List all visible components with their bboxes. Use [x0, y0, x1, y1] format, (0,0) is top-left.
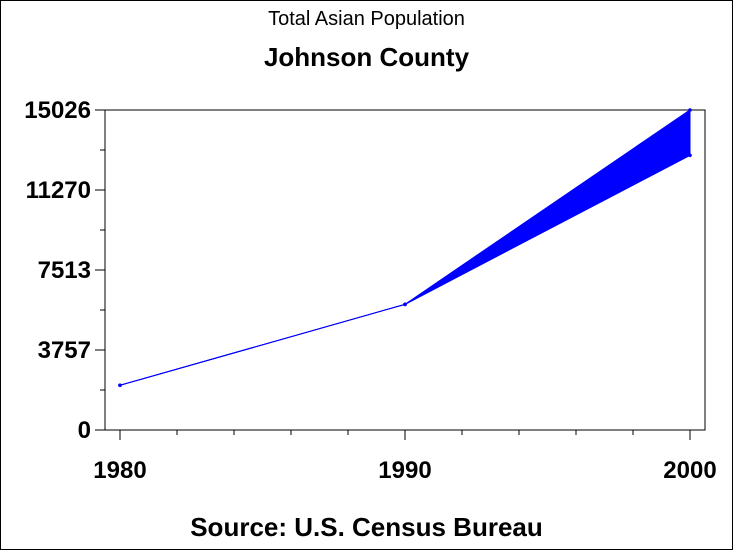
series-line — [119, 109, 691, 386]
data-point — [688, 153, 692, 158]
chart-title: Total Asian Population — [268, 8, 465, 30]
chart-subtitle: Johnson County — [263, 42, 470, 72]
x-tick-label: 1980 — [93, 457, 146, 484]
y-tick-label: 0 — [78, 417, 91, 444]
plot-frame — [104, 109, 706, 431]
y-tick-label: 11270 — [26, 177, 91, 204]
chart-footnote: Source: U.S. Census Bureau — [190, 512, 543, 542]
x-tick-label: 1990 — [378, 457, 431, 484]
x-tick-label: 2000 — [663, 457, 716, 484]
y-tick-label: 7513 — [38, 257, 91, 284]
y-tick-label: 15026 — [24, 97, 91, 124]
series-band — [119, 109, 691, 386]
y-tick-label: 3757 — [38, 337, 91, 364]
data-point — [118, 383, 122, 388]
data-point — [688, 108, 692, 112]
data-point — [403, 302, 407, 307]
